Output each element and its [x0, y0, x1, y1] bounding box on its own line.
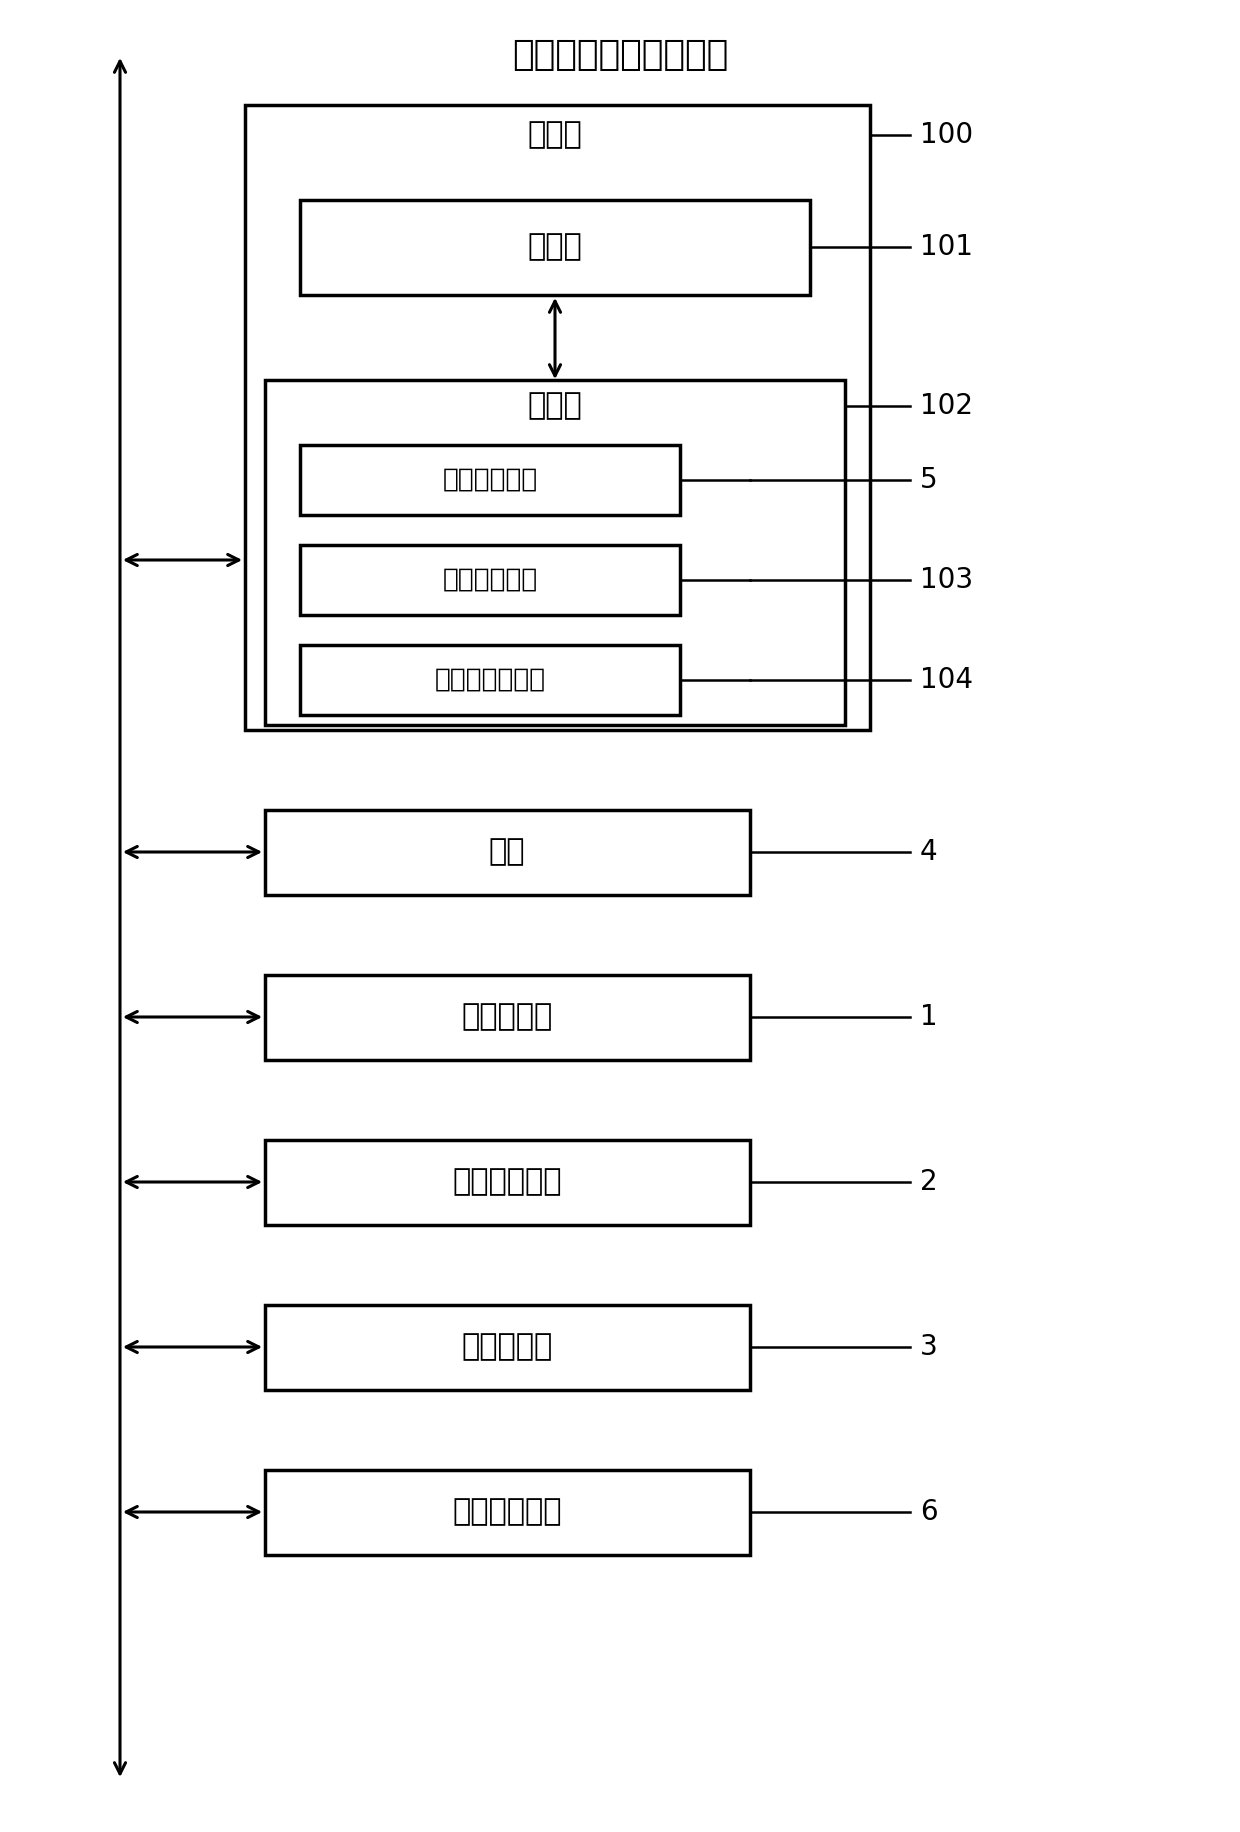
Text: 101: 101: [920, 233, 973, 260]
Text: 1: 1: [920, 1002, 937, 1031]
Bar: [265, 1304, 750, 1390]
Text: 102: 102: [920, 392, 973, 420]
Text: 处理器: 处理器: [528, 233, 583, 262]
Bar: [265, 1140, 750, 1226]
Text: 高支模的沉降监测装置: 高支模的沉降监测装置: [512, 38, 728, 71]
Text: 100: 100: [920, 121, 973, 148]
Text: 3: 3: [920, 1334, 937, 1361]
Bar: [265, 810, 750, 896]
Bar: [265, 1469, 750, 1555]
Text: 104: 104: [920, 667, 973, 694]
Bar: [300, 445, 680, 515]
Bar: [300, 544, 680, 616]
Text: 2: 2: [920, 1169, 937, 1196]
Text: 存储器: 存储器: [528, 392, 583, 421]
Text: 5: 5: [920, 465, 937, 495]
Text: 飞行控制装置: 飞行控制装置: [443, 566, 538, 594]
Text: 无人机: 无人机: [528, 121, 583, 150]
Text: 103: 103: [920, 566, 973, 594]
Text: 角度测量仪: 角度测量仪: [461, 1332, 553, 1361]
Bar: [300, 645, 680, 714]
Text: 4: 4: [920, 837, 937, 867]
Bar: [246, 104, 870, 729]
Text: 相机: 相机: [489, 837, 526, 867]
Text: 沉降确认模块: 沉降确认模块: [453, 1497, 562, 1526]
Text: 接收和输出模块: 接收和输出模块: [434, 667, 546, 692]
Text: 坐标获取模块: 坐标获取模块: [443, 467, 538, 493]
Text: 激光测距仪: 激光测距仪: [461, 1002, 553, 1031]
Bar: [265, 975, 750, 1061]
Bar: [300, 200, 810, 295]
Text: 自动转动装置: 自动转动装置: [453, 1167, 562, 1196]
Bar: [265, 379, 844, 725]
Text: 6: 6: [920, 1499, 937, 1526]
